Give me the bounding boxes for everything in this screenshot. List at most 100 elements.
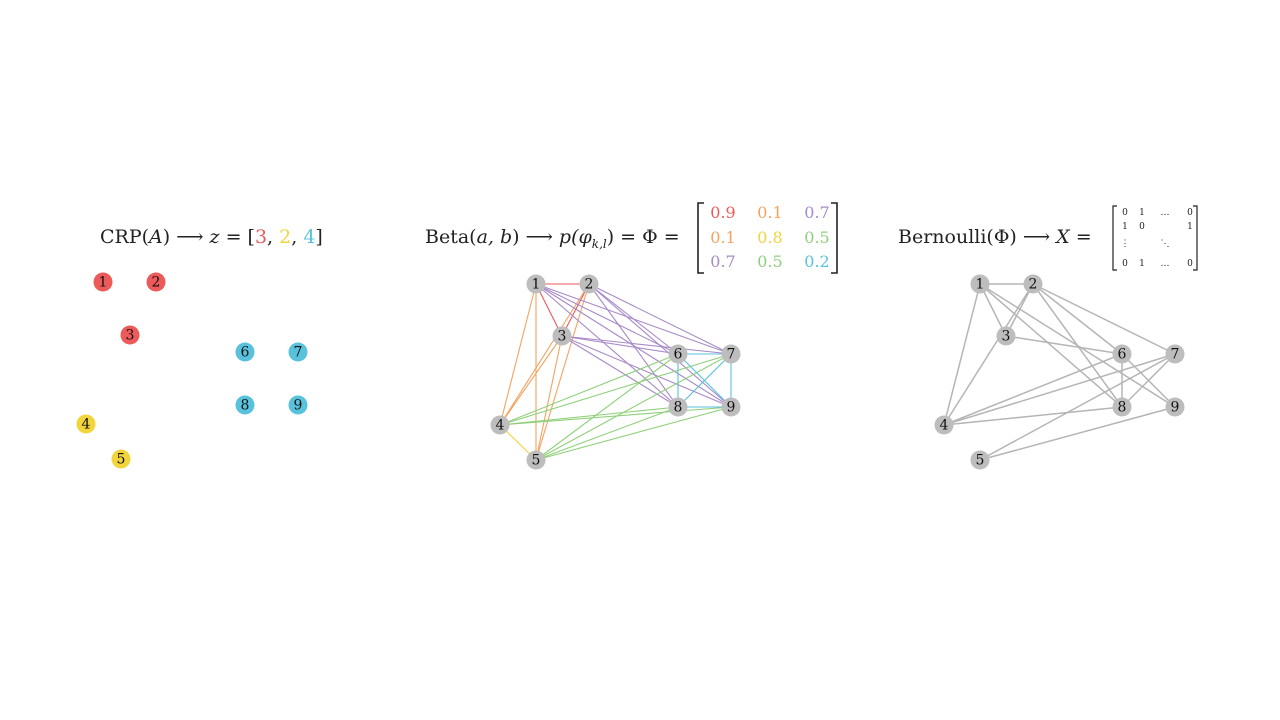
crp-node-label-4: 4 bbox=[82, 417, 91, 433]
crp-node-label-2: 2 bbox=[152, 275, 161, 291]
beta-node-5 bbox=[526, 450, 546, 470]
beta-edge-2-9 bbox=[588, 283, 732, 408]
bernoulli-node-6 bbox=[1112, 344, 1132, 364]
adjacency-cell-3-1: ⋮ bbox=[1121, 239, 1130, 249]
beta-edge-5-9 bbox=[535, 406, 732, 461]
bernoulli-edge-5-7 bbox=[979, 353, 1176, 461]
crp-node-4 bbox=[76, 414, 96, 434]
crp-node-label-9: 9 bbox=[294, 398, 303, 414]
beta-node-1 bbox=[526, 274, 546, 294]
bernoulli-edge-1-3 bbox=[979, 283, 1007, 337]
bernoulli-edge-4-7 bbox=[943, 353, 1176, 426]
panel-beta: Beta(a, b) ⟶ p(φk,l) = Φ = 0.9 0.1 0.70.1 0… bbox=[425, 202, 838, 470]
bernoulli-node-label-8: 8 bbox=[1118, 400, 1127, 416]
phi-cell-3-1: 0.7 bbox=[710, 252, 735, 271]
crp-nodes: 1 2 3 4 5 6 7 8 9 bbox=[76, 272, 308, 469]
adjacency-cell-3-3: ⋱ bbox=[1161, 239, 1170, 249]
vector-entry-3: 4 bbox=[303, 226, 315, 248]
beta-node-label-3: 3 bbox=[558, 329, 567, 345]
beta-edge-1-6 bbox=[535, 283, 679, 355]
adjacency-cell-1-3: … bbox=[1161, 208, 1170, 218]
crp-node-label-3: 3 bbox=[126, 328, 135, 344]
beta-node-6 bbox=[668, 344, 688, 364]
bernoulli-edge-3-6 bbox=[1005, 335, 1123, 355]
beta-node-4 bbox=[490, 415, 510, 435]
beta-node-label-2: 2 bbox=[585, 277, 594, 293]
beta-node-8 bbox=[668, 397, 688, 417]
beta-edge-3-9 bbox=[561, 335, 732, 408]
bernoulli-edge-2-3 bbox=[1005, 283, 1034, 337]
bernoulli-node-label-1: 1 bbox=[976, 277, 985, 293]
adjacency-cell-1-4: 0 bbox=[1187, 208, 1193, 218]
bernoulli-node-label-3: 3 bbox=[1002, 329, 1011, 345]
bernoulli-node-label-4: 4 bbox=[940, 418, 949, 434]
beta-edge-2-6 bbox=[588, 283, 679, 355]
phi-cell-1-3: 0.7 bbox=[804, 203, 829, 222]
adjacency-cell-4-3: … bbox=[1161, 259, 1170, 269]
bernoulli-edge-4-8 bbox=[943, 406, 1123, 426]
vector-entry-2: 2 bbox=[279, 226, 291, 248]
crp-node-label-5: 5 bbox=[117, 452, 126, 468]
crp-node-6 bbox=[235, 342, 255, 362]
bernoulli-node-8 bbox=[1112, 397, 1132, 417]
bernoulli-edge-2-4 bbox=[943, 283, 1034, 426]
phi-cell-2-3: 0.5 bbox=[804, 228, 829, 247]
beta-node-label-8: 8 bbox=[674, 400, 683, 416]
bernoulli-edge-2-6 bbox=[1032, 283, 1123, 355]
bernoulli-edge-4-6 bbox=[943, 353, 1123, 426]
bernoulli-node-1 bbox=[970, 274, 990, 294]
adjacency-cell-4-2: 1 bbox=[1139, 259, 1145, 269]
phi-cell-1-1: 0.9 bbox=[710, 203, 735, 222]
beta-edge-2-5 bbox=[535, 283, 590, 461]
beta-edges bbox=[499, 283, 732, 461]
crp-node-label-1: 1 bbox=[99, 275, 108, 291]
vector-entry-1: 3 bbox=[255, 226, 267, 248]
bernoulli-nodes: 1 2 3 4 5 6 7 8 9 bbox=[934, 274, 1185, 470]
bernoulli-node-label-7: 7 bbox=[1171, 347, 1180, 363]
phi-cell-2-1: 0.1 bbox=[710, 228, 735, 247]
crp-node-3 bbox=[120, 325, 140, 345]
bernoulli-node-3 bbox=[996, 326, 1016, 346]
beta-edge-5-6 bbox=[535, 353, 679, 461]
beta-edge-1-3 bbox=[535, 283, 563, 337]
bernoulli-node-label-5: 5 bbox=[976, 453, 985, 469]
crp-node-label-7: 7 bbox=[294, 345, 303, 361]
beta-edge-1-4 bbox=[499, 283, 537, 426]
beta-node-7 bbox=[721, 344, 741, 364]
crp-node-5 bbox=[111, 449, 131, 469]
adjacency-matrix: 0 1 … 0 1 0 1 ⋮ ⋱ 0 1 … 0 bbox=[1121, 208, 1194, 269]
bernoulli-node-label-6: 6 bbox=[1118, 347, 1127, 363]
bernoulli-edge-2-7 bbox=[1032, 283, 1176, 355]
beta-node-label-5: 5 bbox=[532, 453, 541, 469]
crp-node-9 bbox=[288, 395, 308, 415]
matrix-left-bracket bbox=[697, 202, 704, 274]
crp-node-label-6: 6 bbox=[241, 345, 250, 361]
adjacency-cell-4-1: 0 bbox=[1122, 259, 1128, 269]
crp-node-7 bbox=[288, 342, 308, 362]
beta-node-label-9: 9 bbox=[727, 400, 736, 416]
crp-node-label-8: 8 bbox=[241, 398, 250, 414]
phi-cell-2-2: 0.8 bbox=[757, 228, 782, 247]
beta-edge-4-6 bbox=[499, 353, 679, 426]
bernoulli-edge-5-9 bbox=[979, 406, 1176, 461]
beta-node-label-6: 6 bbox=[674, 347, 683, 363]
bernoulli-node-label-9: 9 bbox=[1171, 400, 1180, 416]
adjacency-cell-1-1: 0 bbox=[1122, 208, 1128, 218]
beta-edge-3-7 bbox=[561, 335, 732, 355]
adjacency-right-bracket bbox=[1193, 205, 1198, 271]
phi-matrix: 0.9 0.1 0.7 0.1 0.8 0.5 0.7 0.5 0.2 bbox=[710, 203, 829, 271]
beta-edge-2-4 bbox=[499, 283, 590, 426]
adjacency-cell-2-1: 1 bbox=[1122, 222, 1128, 232]
phi-cell-1-2: 0.1 bbox=[757, 203, 782, 222]
adjacency-cell-4-4: 0 bbox=[1187, 259, 1193, 269]
panel-bernoulli: Bernoulli(Φ) ⟶ X = 0 1 … 0 1 0 1 ⋮ ⋱ 0 1 … 0 1 2 3 4 5 6 7… bbox=[898, 205, 1198, 470]
beta-edge-4-7 bbox=[499, 353, 732, 426]
adjacency-cell-2-2: 0 bbox=[1139, 222, 1145, 232]
beta-node-9 bbox=[721, 397, 741, 417]
beta-edge-3-5 bbox=[535, 335, 563, 461]
bernoulli-edge-1-4 bbox=[943, 283, 981, 426]
bernoulli-node-4 bbox=[934, 415, 954, 435]
beta-edge-3-8 bbox=[561, 335, 679, 408]
phi-cell-3-3: 0.2 bbox=[804, 252, 829, 271]
